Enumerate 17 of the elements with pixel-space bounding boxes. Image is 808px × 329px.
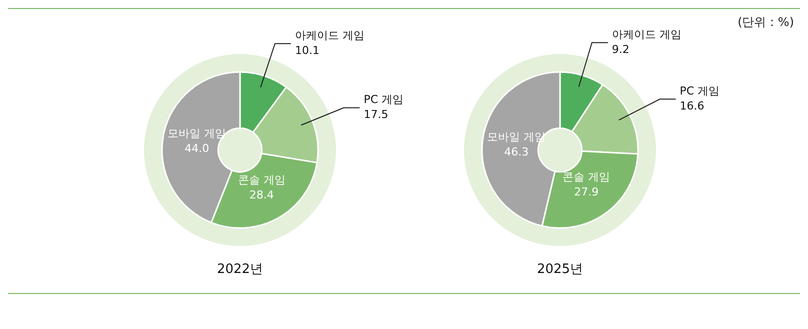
- data-label: 10.1: [294, 44, 320, 57]
- slice-label: 아케이드 게임: [294, 28, 364, 42]
- slice-label: 아케이드 게임: [612, 28, 682, 42]
- data-label: 16.6: [680, 100, 704, 113]
- slice-label: 콘솔 게임: [562, 170, 610, 184]
- text: 2025년: [536, 261, 584, 278]
- slice-label: 콘솔 게임: [238, 174, 286, 187]
- data-label: 17.5: [364, 108, 388, 122]
- text: 2022년: [216, 261, 264, 278]
- slice-label: PC 게임: [364, 93, 404, 106]
- data-label: 46.3: [504, 145, 529, 158]
- data-label: 9.2: [612, 43, 630, 56]
- data-label: 44.0: [184, 142, 210, 156]
- slice-label: PC 게임: [680, 84, 720, 98]
- data-label: 27.9: [574, 185, 599, 198]
- data-label: 28.4: [249, 188, 274, 202]
- text: (단위 : %): [738, 14, 794, 31]
